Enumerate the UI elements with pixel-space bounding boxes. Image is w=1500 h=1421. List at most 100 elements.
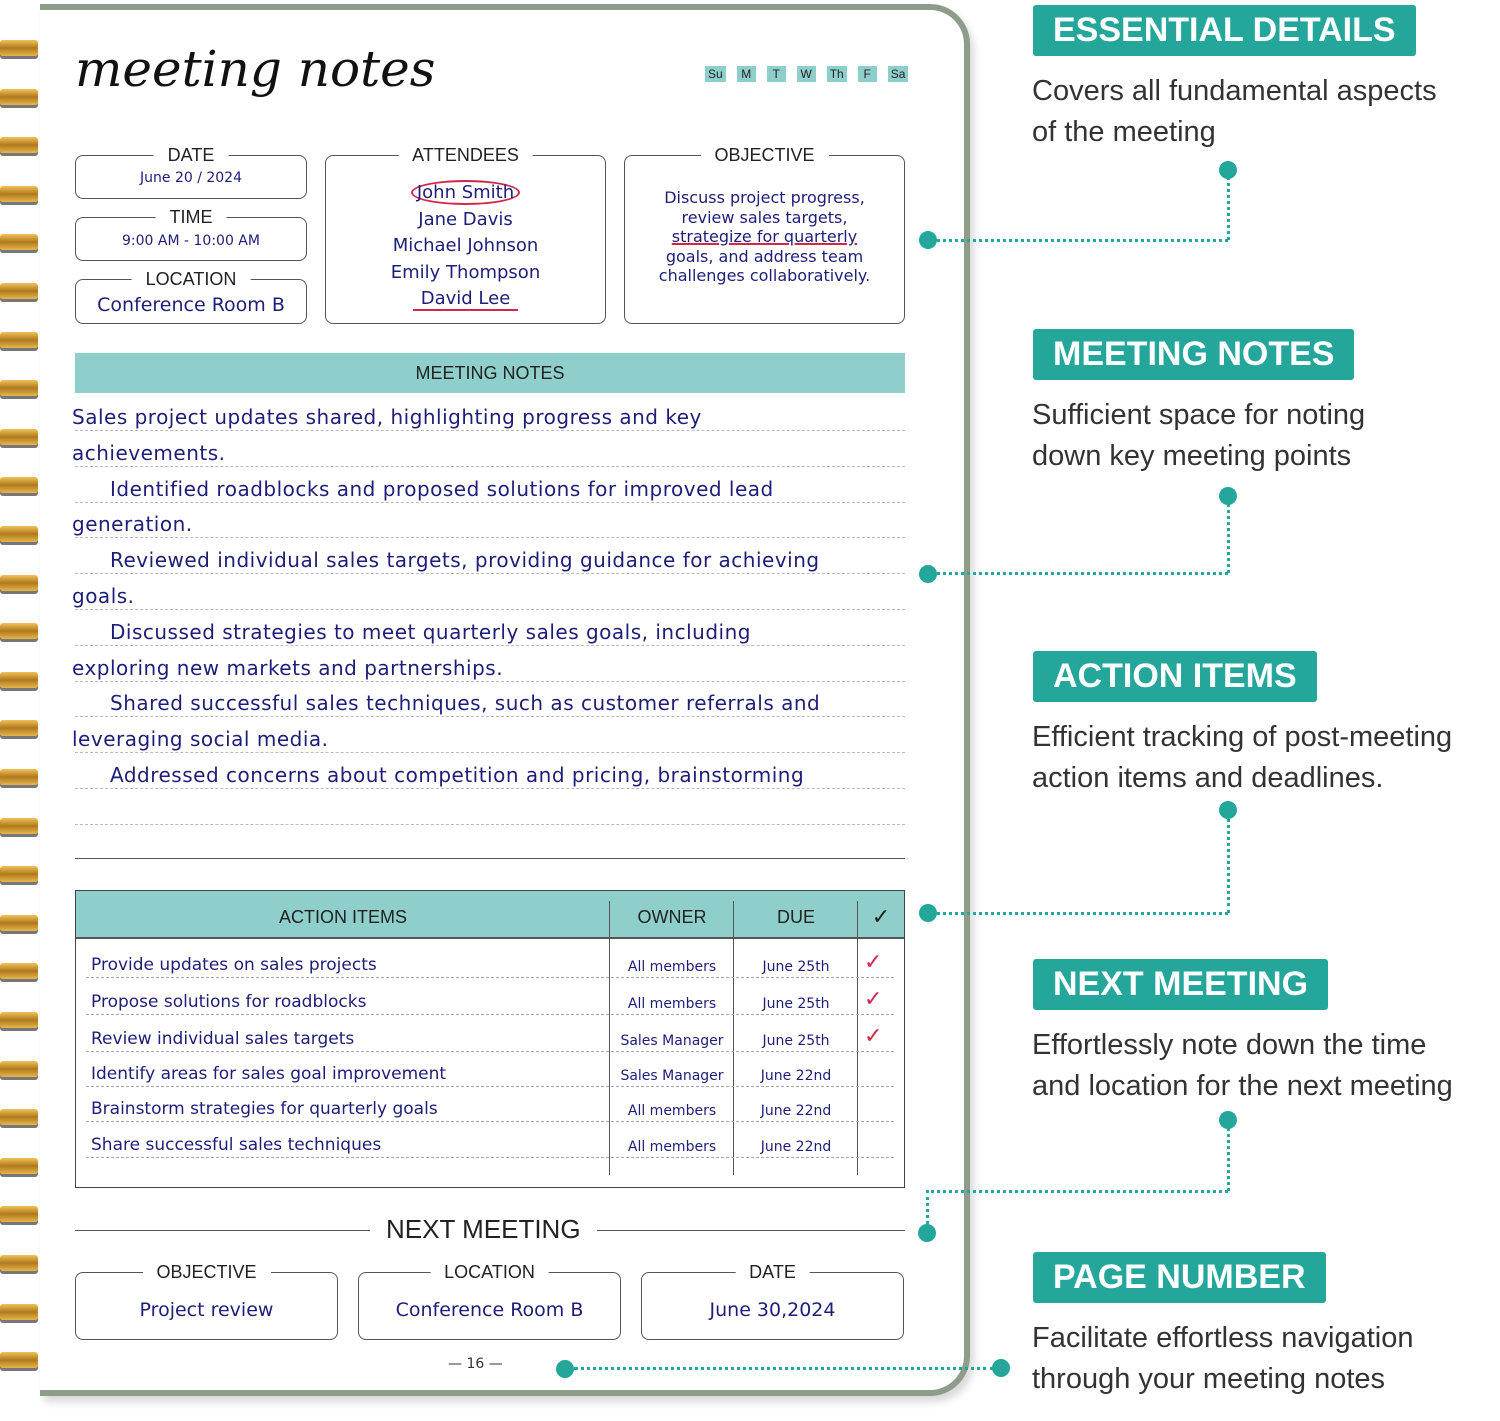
spiral-ring <box>0 380 38 397</box>
action-items-table: ACTION ITEMS OWNER DUE ✓ Provide updates… <box>75 890 905 1188</box>
note-line: Sales project updates shared, highlighti… <box>72 405 702 429</box>
callout-badge: PAGE NUMBER <box>1033 1252 1326 1303</box>
ruled-line <box>75 465 905 467</box>
page-number: — 16 — <box>448 1356 503 1372</box>
table-row: Brainstorm strategies for quarterly goal… <box>86 1086 894 1122</box>
spiral-ring <box>0 185 38 202</box>
next-meeting-heading: NEXT MEETING <box>370 1214 597 1245</box>
day-su[interactable]: Su <box>705 66 726 82</box>
spiral-ring <box>0 914 38 931</box>
col-check: ✓ <box>871 904 891 929</box>
done-checkbox[interactable]: ✓ <box>864 949 883 974</box>
attendee-name: John Smith <box>410 180 521 205</box>
due-cell: June 25th <box>762 1033 830 1049</box>
connector-line <box>926 1190 1228 1193</box>
next-objective-value: Project review <box>139 1299 274 1321</box>
column-divider <box>857 901 858 1175</box>
spiral-ring <box>0 671 38 688</box>
connector-line <box>1227 497 1230 573</box>
objective-line: challenges collaboratively. <box>658 266 871 285</box>
location-label: LOCATION <box>131 269 251 290</box>
owner-cell: All members <box>627 1139 717 1155</box>
next-objective-field[interactable]: OBJECTIVE Project review <box>75 1262 338 1340</box>
spiral-ring <box>0 283 38 299</box>
owner-cell: Sales Manager <box>620 1068 724 1084</box>
objective-label: OBJECTIVE <box>700 145 829 166</box>
callout-line: and location for the next meeting <box>1032 1070 1453 1102</box>
next-date-field[interactable]: DATE June 30,2024 <box>641 1262 904 1340</box>
spiral-ring <box>0 1012 38 1028</box>
action-item-text: Identify areas for sales goal improvemen… <box>91 1064 447 1084</box>
callout-line: of the meeting <box>1032 116 1216 148</box>
planner-page <box>40 4 970 1396</box>
day-w[interactable]: W <box>796 66 816 82</box>
table-row: Share successful sales techniques All me… <box>86 1122 894 1158</box>
next-date-value: June 30,2024 <box>709 1299 836 1321</box>
ruled-line <box>75 609 905 610</box>
spiral-ring <box>0 866 38 883</box>
spiral-ring <box>0 1255 38 1271</box>
meeting-notes-header: MEETING NOTES <box>75 353 905 393</box>
attendees-label: ATTENDEES <box>398 145 533 166</box>
note-line: Identified roadblocks and proposed solut… <box>110 476 774 501</box>
connector-line <box>937 912 1228 915</box>
connector-dot <box>1219 161 1237 179</box>
callout-line: through your meeting notes <box>1032 1363 1386 1395</box>
note-line: Discussed strategies to meet quarterly s… <box>110 619 751 644</box>
day-sa[interactable]: Sa <box>887 66 909 82</box>
day-m[interactable]: M <box>736 66 756 82</box>
date-field[interactable]: DATE June 20 / 2024 <box>75 145 307 199</box>
next-objective-label: OBJECTIVE <box>142 1262 271 1283</box>
connector-line <box>937 239 1228 242</box>
done-checkbox[interactable]: ✓ <box>864 986 883 1011</box>
day-th[interactable]: Th <box>826 66 847 82</box>
ruled-line <box>75 716 905 718</box>
spiral-ring <box>0 428 38 445</box>
note-line: leveraging social media. <box>72 727 329 752</box>
column-divider <box>609 901 610 1175</box>
callout-description: Effortlessly note down the time and locat… <box>1032 1025 1453 1107</box>
note-line: generation. <box>72 512 193 537</box>
connector-line <box>926 1190 929 1224</box>
owner-cell: Sales Manager <box>620 1033 724 1049</box>
spiral-ring <box>0 817 38 834</box>
table-row: Provide updates on sales projects All me… <box>86 942 894 978</box>
spiral-ring <box>0 88 38 105</box>
spiral-ring <box>0 40 38 56</box>
connector-line <box>574 1367 994 1370</box>
spiral-ring <box>0 1109 38 1126</box>
action-item-text: Brainstorm strategies for quarterly goal… <box>91 1099 438 1119</box>
callout-line: Sufficient space for noting <box>1032 399 1366 431</box>
due-cell: June 25th <box>762 996 830 1012</box>
day-t[interactable]: T <box>766 66 786 82</box>
callout-badge: NEXT MEETING <box>1033 959 1329 1010</box>
day-f[interactable]: F <box>857 66 877 82</box>
connector-dot <box>1219 801 1237 819</box>
time-field[interactable]: TIME 9:00 AM - 10:00 AM <box>75 207 307 261</box>
location-field[interactable]: LOCATION Conference Room B <box>75 269 307 324</box>
connector-dot <box>918 1224 936 1242</box>
table-row: Identify areas for sales goal improvemen… <box>86 1051 894 1087</box>
next-location-field[interactable]: LOCATION Conference Room B <box>358 1262 621 1340</box>
spiral-ring <box>0 234 38 251</box>
table-header: ACTION ITEMS OWNER DUE ✓ <box>76 891 904 939</box>
ruled-line <box>75 573 905 575</box>
attendee-name: Emily Thompson <box>390 261 541 283</box>
next-location-label: LOCATION <box>430 1262 549 1283</box>
callout-description: Efficient tracking of post-meeting action… <box>1032 717 1452 799</box>
action-item-text: Propose solutions for roadblocks <box>91 992 367 1012</box>
connector-dot <box>919 904 937 922</box>
col-owner: OWNER <box>637 907 707 927</box>
callout-description: Facilitate effortless navigation through … <box>1032 1318 1414 1400</box>
action-item-text: Review individual sales targets <box>91 1029 355 1049</box>
done-checkbox[interactable]: ✓ <box>864 1023 883 1048</box>
objective-field[interactable]: OBJECTIVE Discuss project progress, revi… <box>624 145 905 324</box>
spiral-ring <box>0 526 38 542</box>
table-row: Propose solutions for roadblocks All mem… <box>86 979 894 1015</box>
next-location-value: Conference Room B <box>395 1299 584 1321</box>
note-line: Shared successful sales techniques, such… <box>110 691 821 716</box>
column-divider <box>733 901 734 1175</box>
due-cell: June 25th <box>762 959 830 975</box>
attendees-field[interactable]: ATTENDEES John Smith Jane Davis Michael … <box>325 145 606 324</box>
callout-description: Covers all fundamental aspects of the mee… <box>1032 71 1437 153</box>
